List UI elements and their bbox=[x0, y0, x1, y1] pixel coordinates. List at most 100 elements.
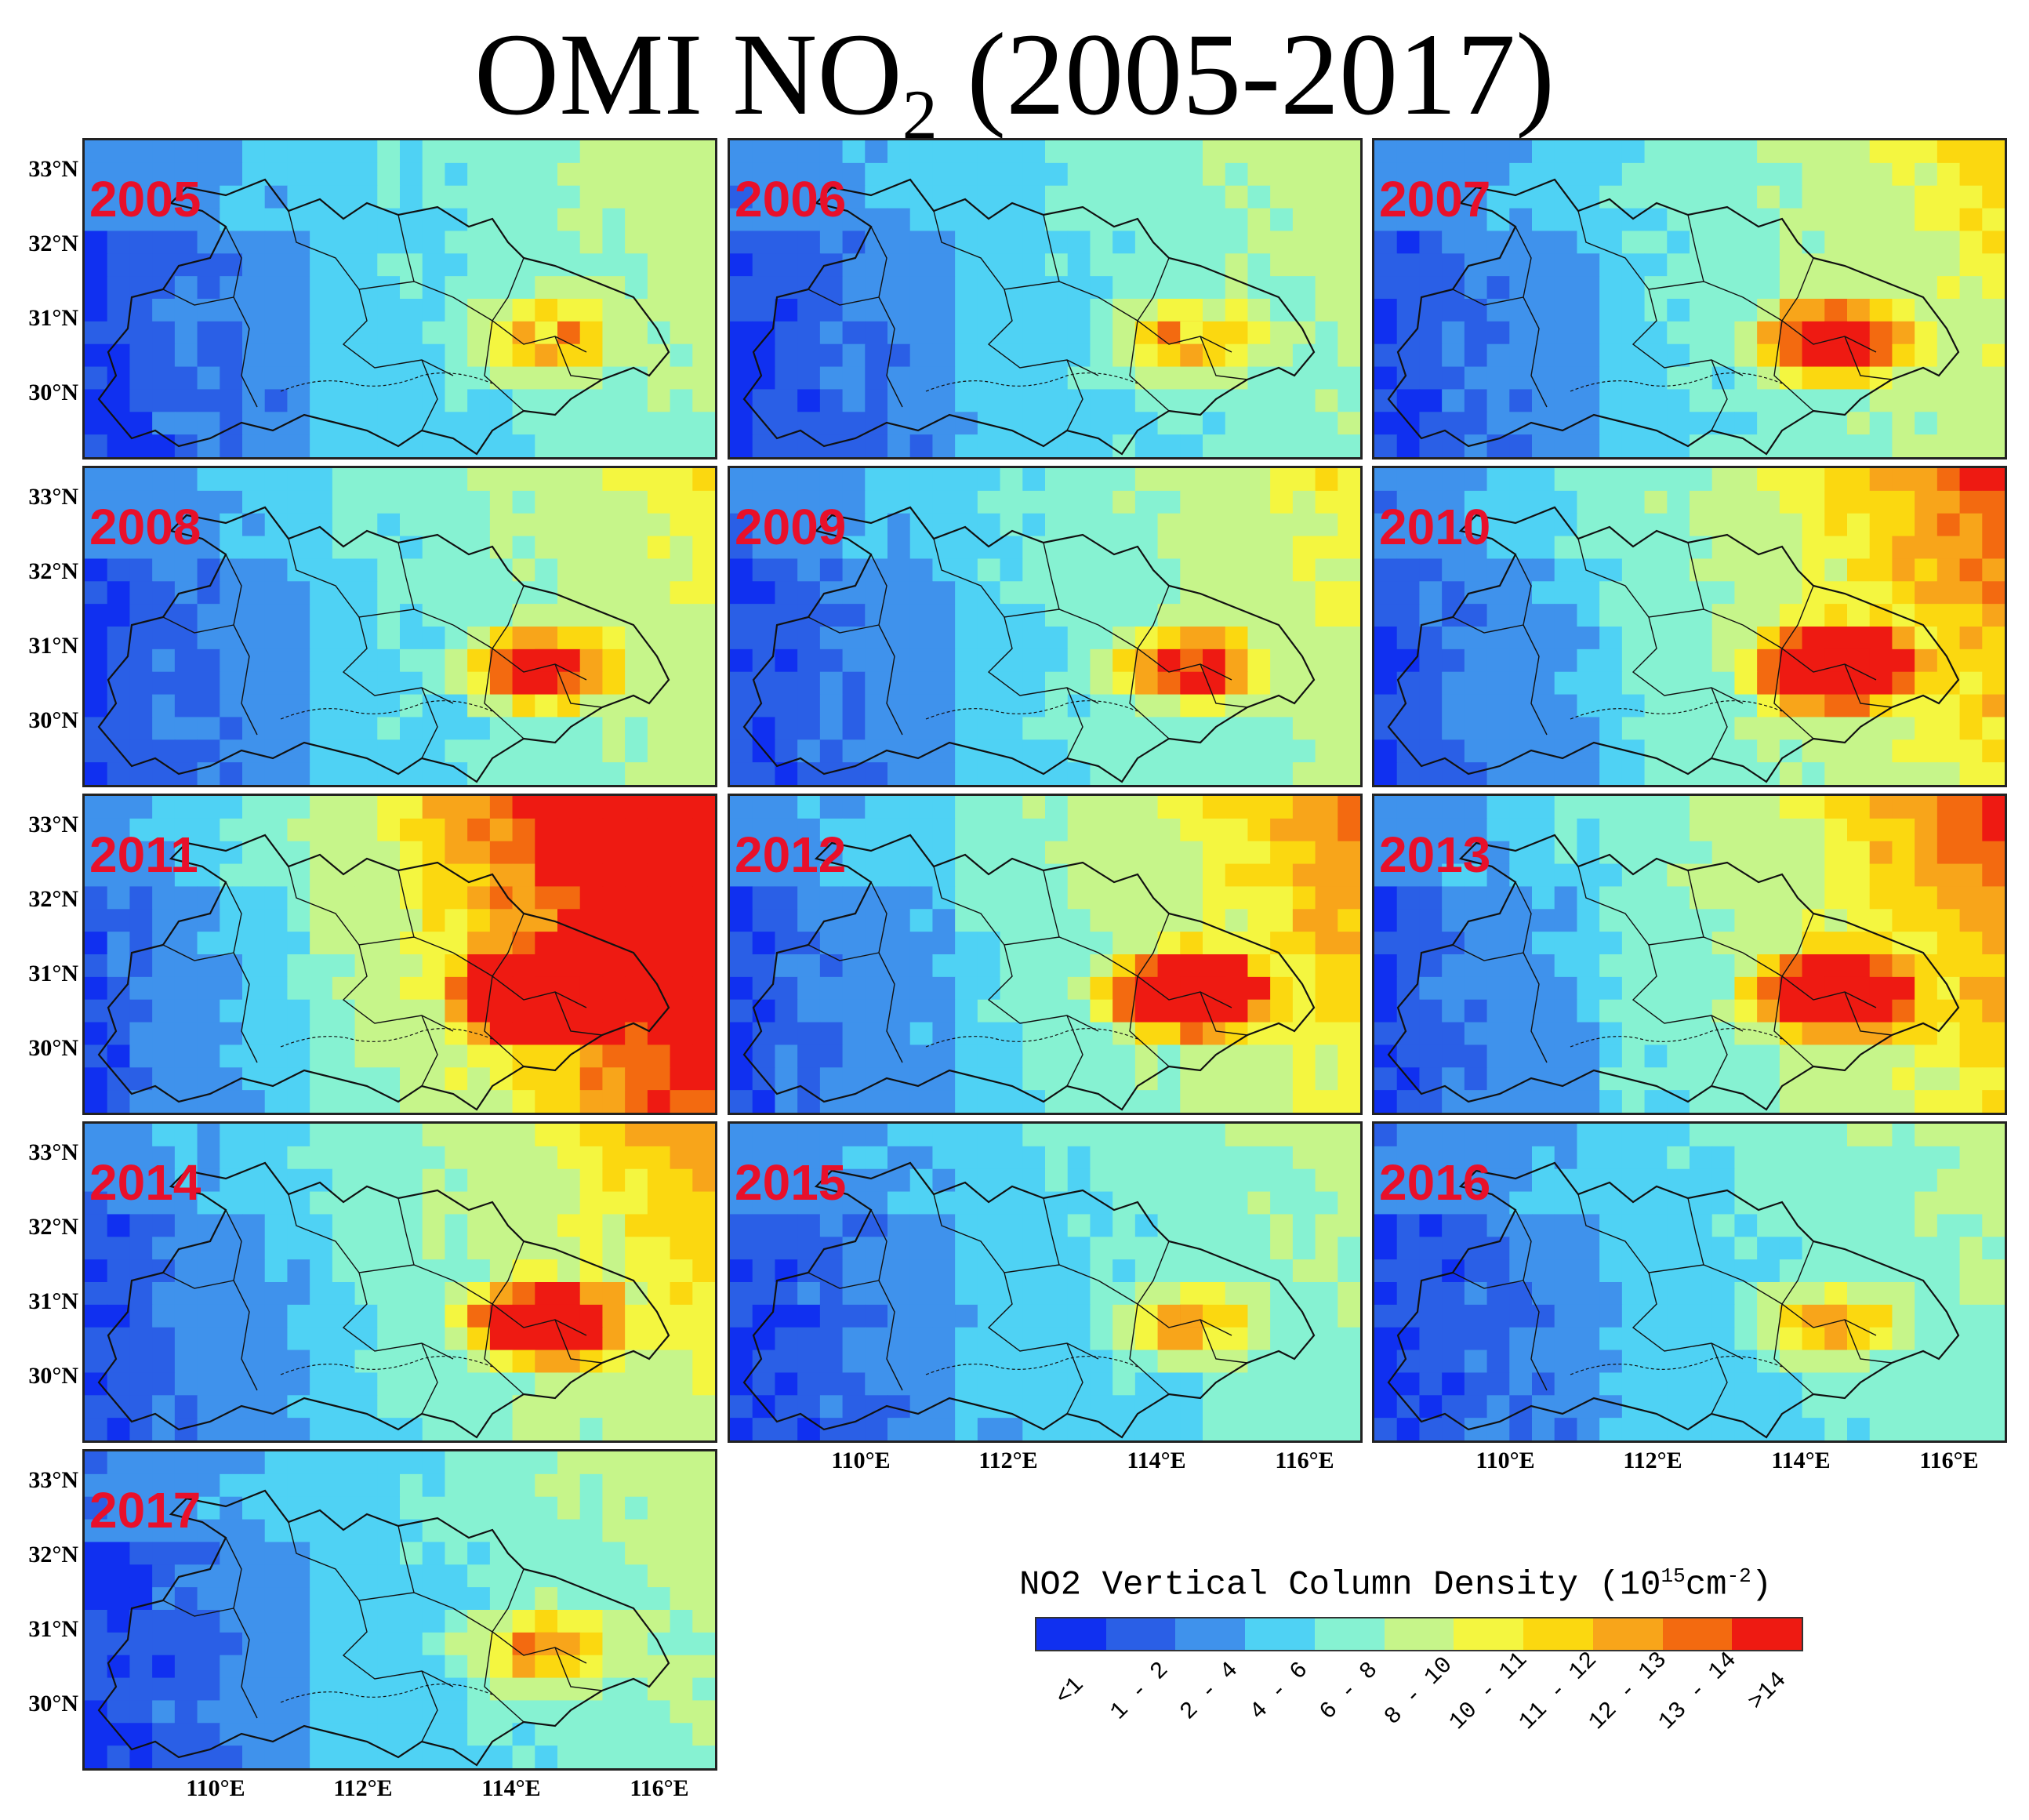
latitude-label: 30°N bbox=[28, 707, 78, 733]
boundary-line bbox=[1043, 870, 1060, 938]
boundary-line bbox=[987, 1272, 1099, 1360]
boundary-line bbox=[225, 1537, 258, 1719]
boundary-line bbox=[1632, 944, 1744, 1032]
year-label: 2011 bbox=[89, 826, 198, 883]
boundary-line bbox=[225, 1209, 258, 1391]
boundary-line bbox=[1773, 648, 1814, 739]
map-panel: 2007 bbox=[1372, 138, 2007, 460]
boundary-line bbox=[421, 1015, 438, 1087]
boundary-line bbox=[1687, 214, 1704, 282]
boundary-line bbox=[1773, 1303, 1814, 1395]
longitude-label: 116°E bbox=[1919, 1448, 1979, 1473]
boundary-line bbox=[280, 1028, 493, 1048]
no2-grid-map bbox=[85, 1451, 715, 1768]
map-panel: 2009 bbox=[728, 466, 1363, 787]
boundary-line bbox=[225, 554, 258, 736]
no2-grid-map bbox=[1374, 140, 2005, 457]
boundary-line bbox=[162, 1600, 234, 1617]
boundary-line bbox=[1632, 289, 1744, 376]
no2-grid-map bbox=[85, 1124, 715, 1440]
boundary-line bbox=[1844, 1319, 1893, 1364]
year-label: 2016 bbox=[1379, 1154, 1491, 1211]
latitude-label: 30°N bbox=[28, 1363, 78, 1389]
boundary-line bbox=[452, 1280, 587, 1336]
boundary-line bbox=[280, 1684, 493, 1703]
boundary-line bbox=[870, 881, 903, 1063]
boundary-line bbox=[1711, 687, 1728, 759]
latitude-label: 30°N bbox=[28, 380, 78, 405]
boundary-line bbox=[1773, 320, 1814, 412]
boundary-line bbox=[742, 178, 1316, 456]
boundary-line bbox=[1387, 1161, 1960, 1439]
year-label: 2007 bbox=[1379, 171, 1491, 227]
no2-grid-cells bbox=[85, 468, 715, 785]
boundary-line bbox=[162, 289, 234, 306]
latitude-label: 33°N bbox=[28, 156, 78, 182]
boundary-line bbox=[280, 700, 493, 720]
map-panel: 2006 bbox=[728, 138, 1363, 460]
legend-swatch bbox=[1662, 1618, 1733, 1650]
wuhan-hotspot-cell bbox=[1824, 976, 1870, 1000]
boundary-line bbox=[1570, 700, 1783, 720]
boundary-line bbox=[870, 1209, 903, 1391]
boundary-line bbox=[1066, 359, 1083, 431]
boundary-line bbox=[742, 1161, 1316, 1439]
longitude-label: 112°E bbox=[333, 1775, 393, 1801]
boundary-line bbox=[1844, 336, 1893, 380]
boundary-line bbox=[925, 372, 1138, 392]
boundary-line bbox=[452, 624, 587, 681]
boundary-line bbox=[554, 1319, 603, 1364]
boundary-line bbox=[1742, 296, 1877, 353]
year-label: 2005 bbox=[89, 171, 201, 227]
no2-grid-map bbox=[730, 140, 1360, 457]
longitude-label: 116°E bbox=[630, 1775, 689, 1801]
no2-grid-map bbox=[85, 140, 715, 457]
boundary-line bbox=[342, 1272, 454, 1360]
boundary-line bbox=[492, 585, 524, 649]
legend-swatch bbox=[1732, 1618, 1802, 1650]
map-panel: 2005 bbox=[82, 138, 717, 460]
boundary-line bbox=[933, 866, 1099, 954]
no2-grid-map bbox=[1374, 468, 2005, 785]
year-label: 2009 bbox=[735, 499, 847, 555]
boundary-line bbox=[1200, 1319, 1248, 1364]
longitude-label: 112°E bbox=[1623, 1448, 1682, 1473]
map-panel: 2010 bbox=[1372, 466, 2007, 787]
latitude-label: 30°N bbox=[28, 1035, 78, 1061]
latitude-label: 32°N bbox=[28, 1214, 78, 1240]
legend-swatch bbox=[1592, 1618, 1663, 1650]
boundary-line bbox=[1742, 952, 1877, 1008]
boundary-line bbox=[484, 1631, 524, 1723]
boundary-line bbox=[288, 1521, 454, 1609]
boundary-line bbox=[1066, 1342, 1083, 1415]
boundary-line bbox=[1137, 1241, 1170, 1305]
boundary-line bbox=[1129, 648, 1170, 739]
boundary-line bbox=[342, 616, 454, 704]
boundary-line bbox=[492, 1568, 524, 1633]
no2-grid-map bbox=[730, 1124, 1360, 1440]
boundary-line bbox=[452, 296, 587, 353]
boundary-line bbox=[1687, 542, 1704, 610]
boundary-line bbox=[97, 178, 670, 456]
boundary-line bbox=[554, 1647, 603, 1691]
boundary-line bbox=[484, 1303, 524, 1395]
boundary-line bbox=[484, 320, 524, 412]
legend-swatch bbox=[1245, 1618, 1315, 1650]
boundary-line bbox=[1781, 585, 1814, 649]
no2-grid-map bbox=[730, 468, 1360, 785]
boundary-line bbox=[1570, 1356, 1783, 1375]
longitude-label: 112°E bbox=[978, 1448, 1038, 1473]
longitude-label: 116°E bbox=[1275, 1448, 1334, 1473]
boundary-line bbox=[162, 944, 234, 961]
boundary-line bbox=[870, 226, 903, 408]
latitude-label: 30°N bbox=[28, 1691, 78, 1716]
boundary-line bbox=[1452, 289, 1524, 306]
longitude-label: 110°E bbox=[186, 1775, 245, 1801]
boundary-line bbox=[1452, 1272, 1524, 1289]
wuhan-hotspot-cell bbox=[535, 1304, 580, 1328]
boundary-line bbox=[1200, 663, 1248, 708]
map-panel: 2012 bbox=[728, 794, 1363, 1115]
wuhan-hotspot-cell bbox=[1824, 648, 1870, 672]
boundary-line bbox=[808, 289, 880, 306]
boundary-line bbox=[554, 991, 603, 1036]
